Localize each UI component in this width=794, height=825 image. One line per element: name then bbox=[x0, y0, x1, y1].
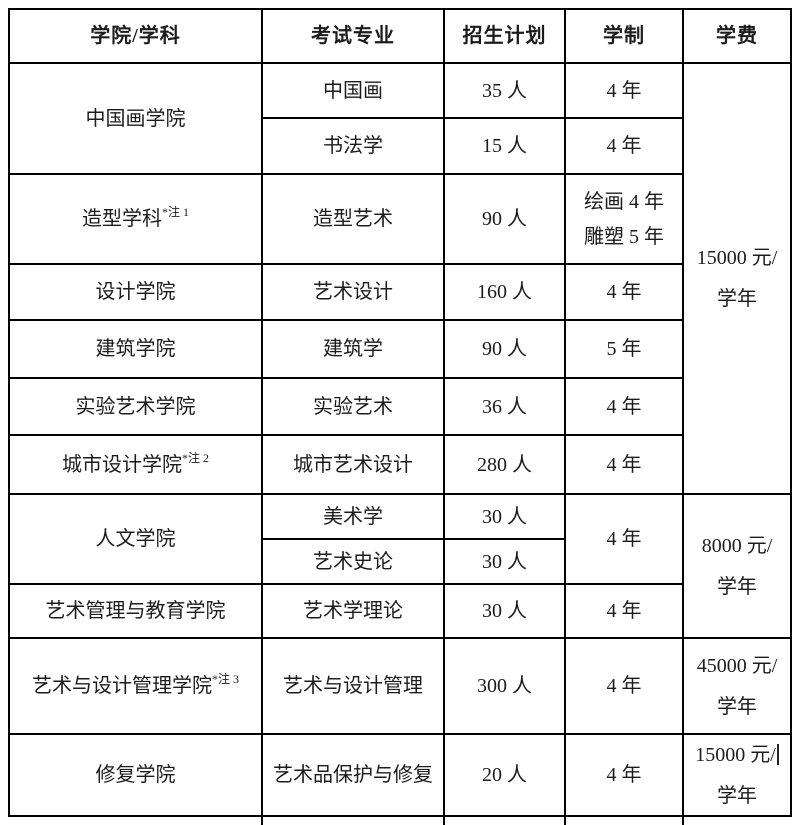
college-cell: 造型学科*注 1 bbox=[8, 173, 263, 265]
college-cell: 修复学院 bbox=[8, 733, 263, 817]
major-cell: 艺术品保护与修复 bbox=[261, 733, 445, 817]
plan-cell: 160 人 bbox=[443, 263, 566, 321]
tuition-line1: 45000 元/ bbox=[696, 654, 778, 677]
table-row: 实验艺术学院 实验艺术 36 人 4 年 bbox=[8, 377, 791, 436]
college-cell: 设计学院 bbox=[8, 263, 263, 321]
table-row: 书法学 15 人 4 年 bbox=[9, 117, 791, 175]
plan-cell: 15 人 bbox=[443, 117, 566, 175]
major-cell: 实验艺术 bbox=[261, 377, 445, 436]
tuition-line1: 8000 元/ bbox=[701, 534, 773, 557]
college-cell: 实验艺术学院 bbox=[8, 377, 263, 436]
duration-cell: 4 年 bbox=[564, 733, 684, 817]
college-cell: 人文学院 bbox=[8, 493, 263, 585]
footnote-marker: *注 1 bbox=[161, 205, 189, 219]
table-row: 艺术史论 30 人 bbox=[9, 538, 791, 585]
tuition-line1: 15000 元/ bbox=[696, 247, 778, 269]
tuition-cell-merged-1: 15000 元/ 学年 bbox=[682, 62, 792, 495]
table-row: 城市设计学院*注 2 城市艺术设计 280 人 4 年 bbox=[8, 434, 791, 495]
tuition-line2: 学年 bbox=[717, 695, 757, 718]
college-name: 造型学科 bbox=[81, 208, 162, 230]
college-name: 城市设计学院 bbox=[61, 453, 182, 476]
plan-cell: 30 人 bbox=[443, 493, 566, 540]
table-row: 设计学院 艺术设计 160 人 4 年 bbox=[8, 263, 791, 321]
major-cell: 艺术史论 bbox=[261, 538, 445, 585]
duration-cell: 4 年 bbox=[564, 117, 684, 175]
table-row: 中国画学院 中国画 35 人 4 年 15000 元/ 学年 bbox=[8, 62, 792, 495]
table-row: 艺术管理与教育学院 艺术学理论 30 人 4 年 bbox=[8, 583, 791, 639]
tuition-line2: 学年 bbox=[717, 575, 757, 598]
plan-cell: 90 人 bbox=[443, 173, 566, 265]
header-row: 学院/学科 考试专业 招生计划 学制 学费 bbox=[8, 8, 792, 64]
admissions-table: 学院/学科 考试专业 招生计划 学制 学费 中国画学院 中国画 35 人 4 年… bbox=[8, 8, 792, 817]
document-page: 学院/学科 考试专业 招生计划 学制 学费 中国画学院 中国画 35 人 4 年… bbox=[8, 8, 792, 817]
plan-cell: 36 人 bbox=[443, 377, 566, 436]
college-cell: 艺术与设计管理学院*注 3 bbox=[8, 637, 263, 735]
duration-cell: 4 年 bbox=[564, 637, 684, 735]
college-cell: 建筑学院 bbox=[8, 319, 263, 379]
college-name: 中国画学院 bbox=[85, 107, 186, 130]
major-cell: 艺术学理论 bbox=[261, 583, 445, 639]
footnote-marker: *注 2 bbox=[181, 450, 209, 465]
duration-cell: 绘画 4 年 雕塑 5 年 bbox=[564, 173, 684, 265]
college-cell: 中国画学院 bbox=[8, 62, 263, 175]
major-cell: 城市艺术设计 bbox=[261, 434, 445, 495]
tuition-text: 15000 元/ bbox=[695, 743, 776, 766]
header-plan: 招生计划 bbox=[443, 8, 566, 64]
plan-cell: 90 人 bbox=[443, 319, 566, 379]
major-cell: 建筑学 bbox=[261, 319, 445, 379]
college-cell: 城市设计学院*注 2 bbox=[8, 434, 263, 495]
duration-cell: 4 年 bbox=[564, 583, 684, 639]
major-cell: 书法学 bbox=[261, 117, 445, 175]
tuition-line2: 学年 bbox=[717, 784, 757, 807]
tuition-cell-merged-2: 8000 元/ 学年 bbox=[682, 493, 792, 639]
tuition-cell: 15000 元/ 学年 bbox=[682, 733, 792, 817]
duration-line1: 绘画 4 年 bbox=[584, 190, 664, 213]
duration-cell: 5 年 bbox=[564, 319, 684, 379]
college-cell: 艺术管理与教育学院 bbox=[8, 583, 263, 639]
college-name: 艺术与设计管理学院 bbox=[31, 675, 212, 697]
plan-cell: 280 人 bbox=[443, 434, 566, 495]
major-cell: 艺术设计 bbox=[261, 263, 445, 321]
header-tuition: 学费 bbox=[682, 8, 792, 64]
tuition-cell: 45000 元/ 学年 bbox=[682, 637, 792, 735]
table-row: 造型学科*注 1 造型艺术 90 人 绘画 4 年 雕塑 5 年 bbox=[8, 173, 791, 265]
major-cell: 中国画 bbox=[261, 62, 445, 119]
plan-cell: 30 人 bbox=[443, 538, 566, 585]
duration-line2: 雕塑 5 年 bbox=[584, 225, 664, 248]
plan-cell: 35 人 bbox=[443, 62, 566, 119]
table-row: 建筑学院 建筑学 90 人 5 年 bbox=[8, 319, 791, 379]
duration-cell: 4 年 bbox=[564, 493, 684, 585]
tuition-line2: 学年 bbox=[717, 288, 757, 310]
table-row: 艺术与设计管理学院*注 3 艺术与设计管理 300 人 4 年 45000 元/… bbox=[8, 637, 792, 735]
text-cursor bbox=[776, 743, 779, 765]
grid-line-stub bbox=[564, 815, 566, 825]
major-cell: 造型艺术 bbox=[261, 173, 445, 265]
grid-line-stub bbox=[443, 815, 445, 825]
grid-line-stub bbox=[682, 815, 684, 825]
college-name: 人文学院 bbox=[95, 528, 176, 550]
header-college: 学院/学科 bbox=[8, 8, 263, 64]
header-major: 考试专业 bbox=[261, 8, 445, 64]
plan-cell: 20 人 bbox=[443, 733, 566, 817]
header-duration: 学制 bbox=[564, 8, 684, 64]
duration-cell: 4 年 bbox=[564, 434, 684, 495]
table-row: 修复学院 艺术品保护与修复 20 人 4 年 15000 元/ 学年 bbox=[8, 733, 792, 817]
major-cell: 美术学 bbox=[261, 493, 445, 540]
duration-cell: 4 年 bbox=[564, 62, 684, 119]
footnote-marker: *注 3 bbox=[211, 672, 239, 686]
major-cell: 艺术与设计管理 bbox=[261, 637, 445, 735]
tuition-line1: 15000 元/ bbox=[685, 742, 789, 768]
table-row: 人文学院 美术学 30 人 4 年 8000 元/ 学年 bbox=[8, 493, 792, 639]
plan-cell: 300 人 bbox=[443, 637, 566, 735]
grid-line-stub bbox=[261, 815, 263, 825]
duration-cell: 4 年 bbox=[564, 377, 684, 436]
plan-cell: 30 人 bbox=[443, 583, 566, 639]
duration-cell: 4 年 bbox=[564, 263, 684, 321]
